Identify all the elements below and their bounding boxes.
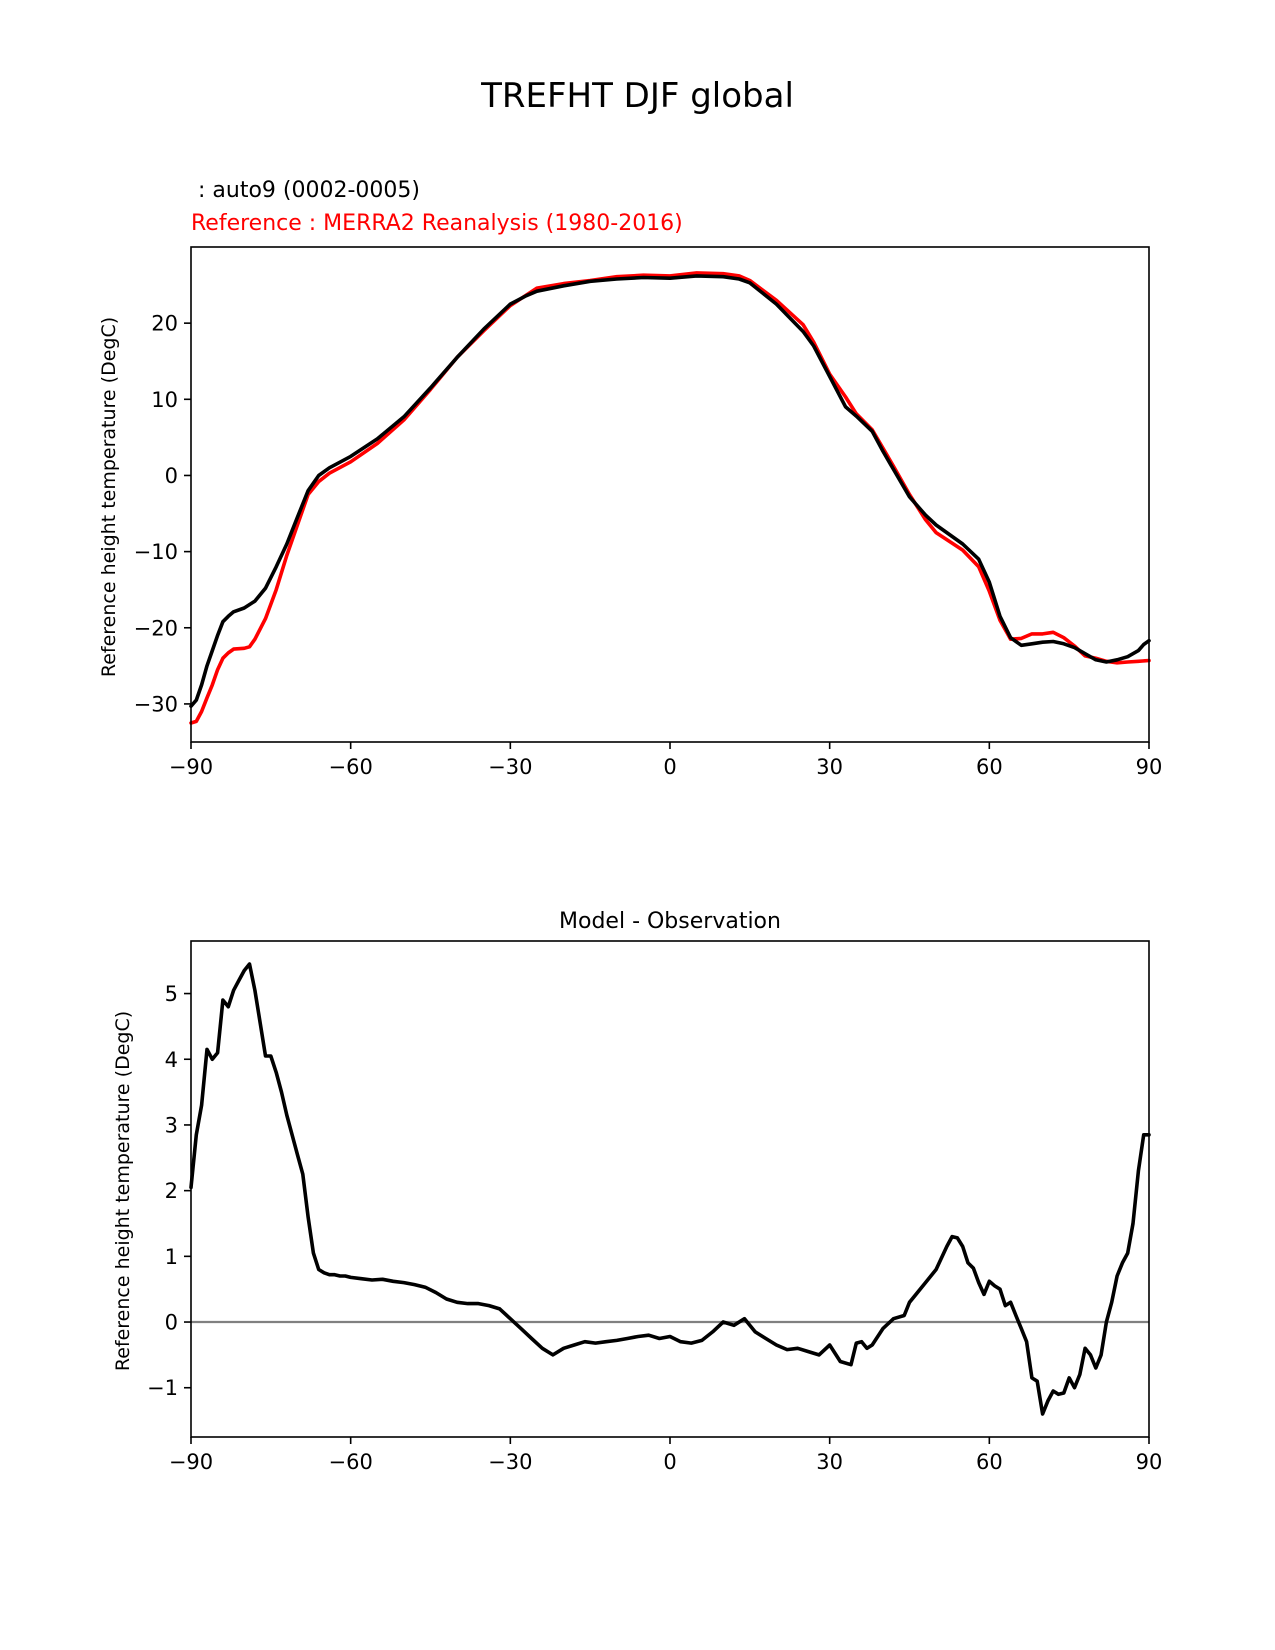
top-chart-x-tick-label: −60 — [329, 755, 373, 779]
top-chart-y-tick-label: −20 — [134, 616, 178, 640]
bottom-chart-y-tick-label: 3 — [165, 1113, 178, 1137]
figure-title: TREFHT DJF global — [480, 76, 794, 116]
top-chart-series-model-line — [189, 274, 1151, 709]
bottom-chart: Model - Observation Reference height tem… — [112, 909, 1162, 1474]
bottom-chart-x-tick-label: −90 — [169, 1450, 213, 1474]
bottom-chart-y-tick-label: 0 — [165, 1311, 178, 1335]
bottom-chart-y-tick-label: 2 — [165, 1179, 178, 1203]
bottom-chart-y-tick-label: −1 — [147, 1376, 178, 1400]
bottom-chart-plot-area: −90 −60 −30 0 30 60 90 −1 0 1 2 3 4 5 — [147, 940, 1163, 1474]
bottom-chart-x-tick-label: 30 — [816, 1450, 843, 1474]
top-chart-series-reference-line — [189, 271, 1151, 725]
top-chart-x-tick-label: −30 — [488, 755, 532, 779]
top-chart-y-tick-label: 10 — [151, 388, 178, 412]
bottom-chart-x-tick-label: −30 — [488, 1450, 532, 1474]
bottom-chart-x-tick-label: 60 — [976, 1450, 1003, 1474]
top-chart-x-tick-label: 30 — [816, 755, 843, 779]
top-chart-x-tick-label: 60 — [976, 755, 1003, 779]
bottom-chart-y-tick-label: 5 — [165, 982, 178, 1006]
top-chart-y-tick-label: 0 — [165, 464, 178, 488]
top-chart-x-tick-label: −90 — [169, 755, 213, 779]
top-chart-y-tick-label: −30 — [134, 692, 178, 716]
top-chart: : auto9 (0002-0005) Reference : MERRA2 R… — [98, 178, 1162, 779]
top-chart-y-tick-label: 20 — [151, 312, 178, 336]
top-chart-y-axis-label: Reference height temperature (DegC) — [98, 317, 120, 677]
top-chart-x-tick-label: 0 — [663, 755, 676, 779]
bottom-chart-series-model-line — [189, 962, 1151, 1416]
top-chart-plot-area: −90 −60 −30 0 30 60 90 −30 −20 −10 0 10 20 — [134, 246, 1163, 779]
top-chart-reference-subtitle: Reference : MERRA2 Reanalysis (1980-2016… — [191, 211, 683, 236]
bottom-chart-title: Model - Observation — [559, 909, 781, 934]
bottom-chart-y-tick-label: 1 — [165, 1245, 178, 1269]
bottom-chart-x-tick-label: −60 — [329, 1450, 373, 1474]
bottom-chart-y-tick-label: 4 — [165, 1048, 178, 1072]
top-chart-model-subtitle: : auto9 (0002-0005) — [191, 178, 420, 203]
top-chart-y-tick-label: −10 — [134, 540, 178, 564]
top-chart-x-tick-label: 90 — [1136, 755, 1163, 779]
bottom-chart-x-tick-label: 90 — [1136, 1450, 1163, 1474]
bottom-chart-x-tick-label: 0 — [663, 1450, 676, 1474]
bottom-chart-y-axis-label: Reference height temperature (DegC) — [112, 1011, 134, 1371]
